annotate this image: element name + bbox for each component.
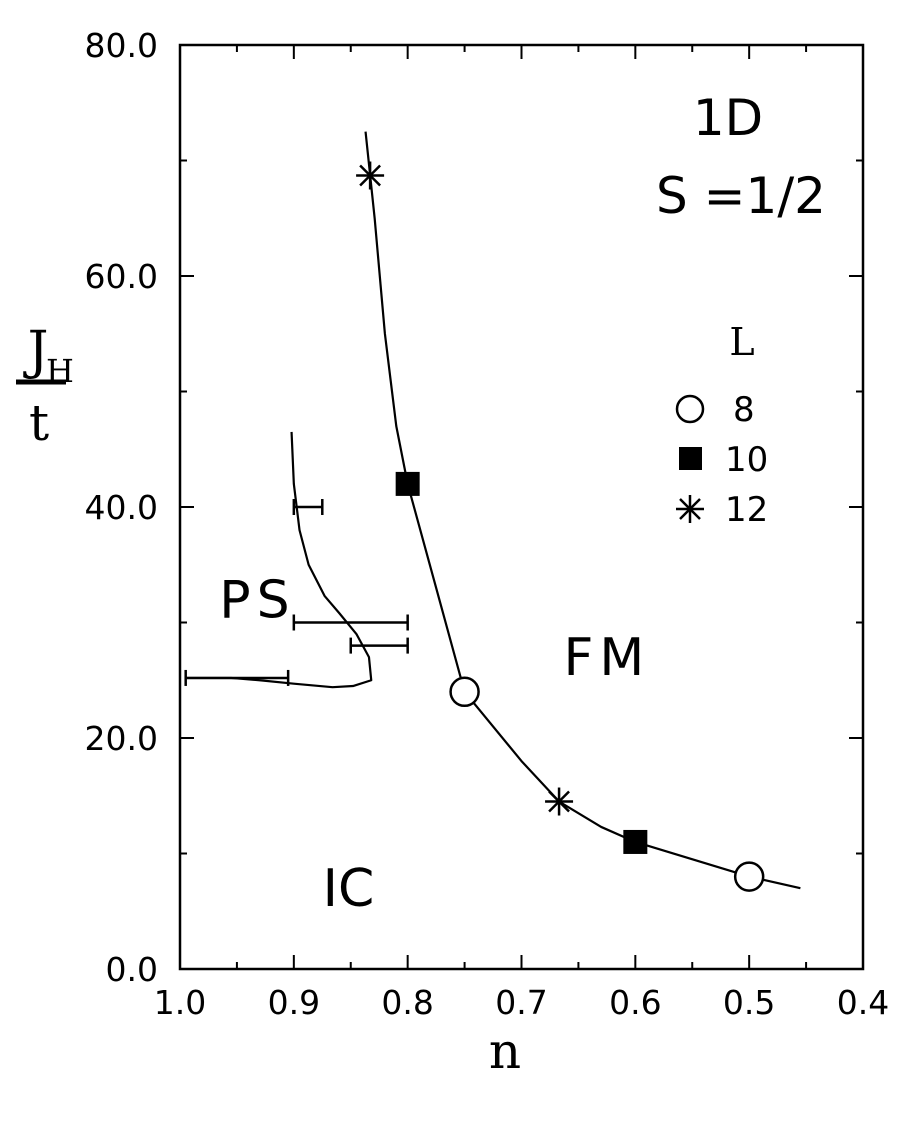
legend-marker-square xyxy=(679,447,702,470)
data-point-asterisk xyxy=(545,787,574,816)
ps-boundary-line xyxy=(185,431,373,689)
legend-marker-circle xyxy=(675,394,705,424)
data-point-open-circle xyxy=(449,676,480,708)
data-point-filled-square xyxy=(623,829,648,854)
region-label-ic: IC xyxy=(323,859,375,919)
y-tick-label: 40.0 xyxy=(85,488,158,527)
legend-label-10: 10 xyxy=(725,440,768,480)
legend: L 8 10 12 xyxy=(675,320,768,530)
x-tick-label: 0.7 xyxy=(495,983,547,1022)
series-layer xyxy=(184,131,801,890)
y-tick-label: 0.0 xyxy=(106,950,158,989)
legend-marker-asterisk xyxy=(676,495,704,523)
region-label-fm: FM xyxy=(563,628,650,688)
x-tick-label: 0.5 xyxy=(723,983,775,1022)
data-point-open-circle xyxy=(733,861,765,892)
y-tick-label: 60.0 xyxy=(85,257,158,296)
axes-layer: 1.0 0.9 0.8 0.7 0.6 0.5 0.4 0.0 20.0 40.0 60.0 80.0 xyxy=(85,26,890,1022)
annotation-dimension: 1D xyxy=(693,89,763,147)
data-point-filled-square xyxy=(395,471,420,496)
x-tick-label: 1.0 xyxy=(154,983,206,1022)
legend-label-8: 8 xyxy=(733,390,755,430)
y-axis-label-main: J xyxy=(23,321,49,381)
marker-layer xyxy=(356,161,765,892)
asterisk-stroke xyxy=(548,790,570,813)
x-tick-label: 0.9 xyxy=(268,983,320,1022)
asterisk-stroke xyxy=(359,164,381,187)
legend-title: L xyxy=(729,320,754,364)
y-axis-label: J H t xyxy=(16,321,74,452)
data-point-asterisk xyxy=(356,161,385,190)
annotation-spin: S =1/2 xyxy=(656,167,826,225)
legend-label-12: 12 xyxy=(725,490,768,530)
x-tick-label: 0.4 xyxy=(837,983,889,1022)
x-tick-label: 0.6 xyxy=(609,983,661,1022)
x-tick-label: 0.8 xyxy=(381,983,433,1022)
x-axis-label: n xyxy=(489,1022,521,1080)
y-tick-label: 80.0 xyxy=(85,26,158,65)
y-tick-label: 20.0 xyxy=(85,719,158,758)
region-label-ps: PS xyxy=(219,570,295,630)
y-axis-label-denominator: t xyxy=(29,394,49,452)
